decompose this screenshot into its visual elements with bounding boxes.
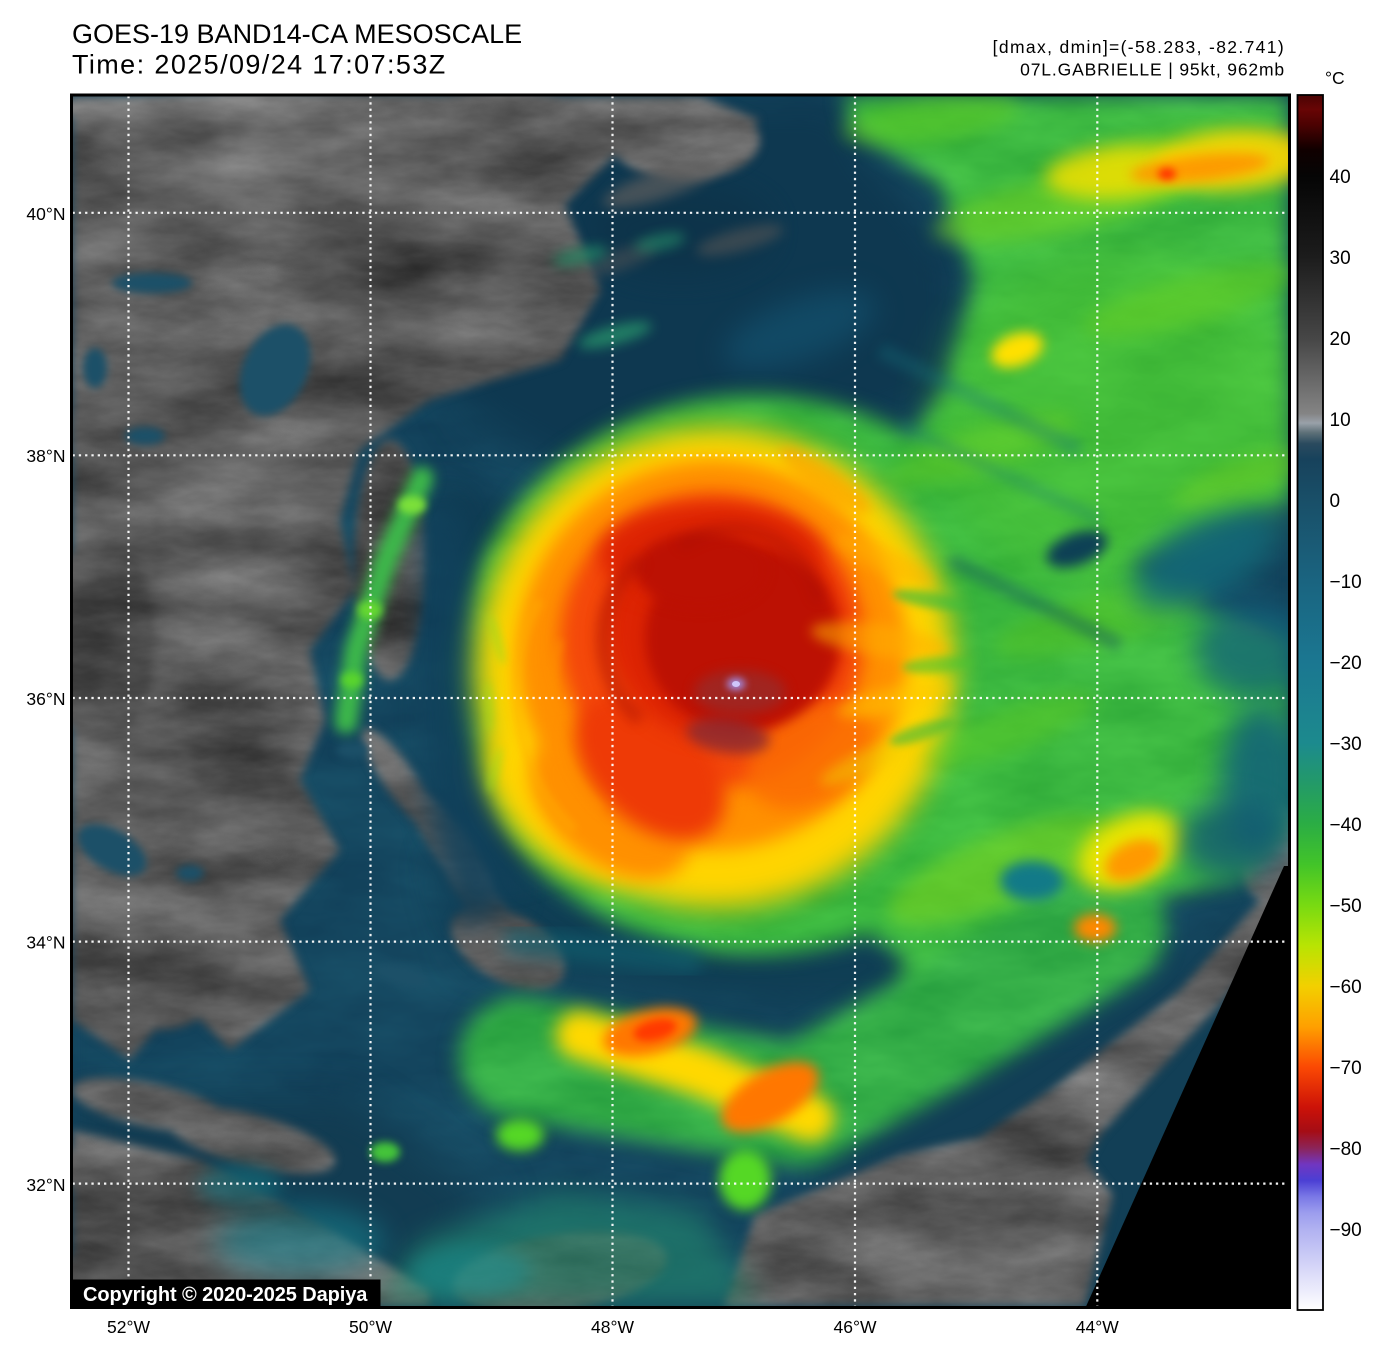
svg-text:−20: −20 [1330, 653, 1362, 674]
svg-text:−70: −70 [1330, 1058, 1362, 1079]
svg-text:46°W: 46°W [834, 1317, 877, 1337]
svg-text:−10: −10 [1330, 572, 1362, 593]
svg-text:07L.GABRIELLE | 95kt, 962mb: 07L.GABRIELLE | 95kt, 962mb [1020, 60, 1285, 80]
svg-text:52°W: 52°W [107, 1317, 150, 1337]
svg-text:Time: 2025/09/24 17:07:53Z: Time: 2025/09/24 17:07:53Z [72, 50, 447, 80]
svg-text:−40: −40 [1330, 815, 1362, 836]
svg-text:44°W: 44°W [1076, 1317, 1119, 1337]
svg-text:36°N: 36°N [26, 689, 65, 709]
svg-text:20: 20 [1330, 329, 1351, 350]
svg-text:−50: −50 [1330, 896, 1362, 917]
svg-text:40: 40 [1330, 167, 1351, 188]
svg-text:[dmax, dmin]=(-58.283, -82.741: [dmax, dmin]=(-58.283, -82.741) [993, 37, 1285, 57]
svg-text:50°W: 50°W [349, 1317, 392, 1337]
svg-text:−80: −80 [1330, 1139, 1362, 1160]
svg-text:−60: −60 [1330, 977, 1362, 998]
svg-text:°C: °C [1325, 68, 1345, 88]
svg-text:32°N: 32°N [26, 1175, 65, 1195]
svg-text:40°N: 40°N [26, 204, 65, 224]
svg-text:Copyright © 2020-2025 Dapiya: Copyright © 2020-2025 Dapiya [83, 1284, 368, 1306]
svg-text:10: 10 [1330, 410, 1351, 431]
svg-text:38°N: 38°N [26, 446, 65, 466]
svg-text:34°N: 34°N [26, 933, 65, 953]
svg-text:−30: −30 [1330, 734, 1362, 755]
svg-text:30: 30 [1330, 248, 1351, 269]
svg-text:−90: −90 [1330, 1220, 1362, 1241]
svg-text:48°W: 48°W [591, 1317, 634, 1337]
svg-text:GOES-19 BAND14-CA MESOSCALE: GOES-19 BAND14-CA MESOSCALE [72, 19, 522, 49]
svg-text:0: 0 [1330, 491, 1341, 512]
